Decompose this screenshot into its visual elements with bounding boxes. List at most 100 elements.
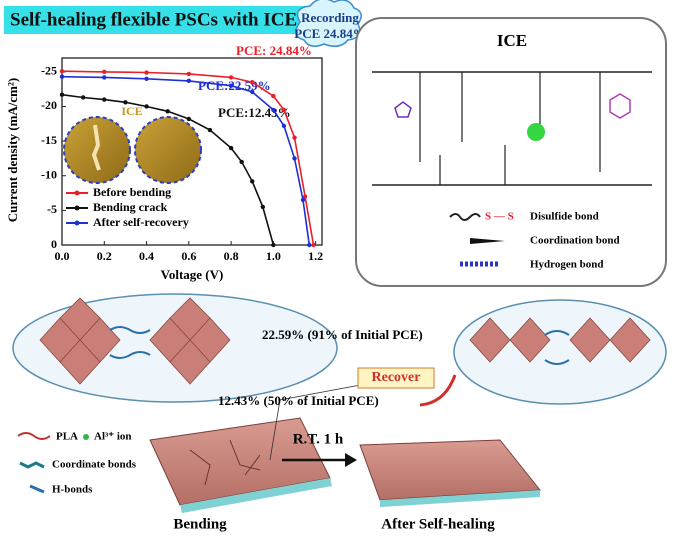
annotation: PCE:12.43% <box>218 105 291 120</box>
side-chains <box>419 72 601 185</box>
recover-box <box>357 367 435 389</box>
y-tick-label: -25 <box>41 64 57 78</box>
series-point <box>281 123 287 129</box>
series-point <box>165 109 170 114</box>
pla-icon <box>17 432 51 440</box>
legend-text: Coordination bond <box>530 235 620 247</box>
legend-marker <box>74 205 80 211</box>
x-tick-label: 0.2 <box>97 249 112 263</box>
badge-line: PCE 24.84% <box>294 26 366 41</box>
recover: Recover <box>372 370 421 385</box>
legend-coordination <box>470 238 505 244</box>
y-tick-label: -5 <box>47 202 57 216</box>
series-point <box>250 80 255 85</box>
series-point <box>307 242 312 248</box>
series-point <box>59 74 65 79</box>
series-point <box>271 107 276 113</box>
legend-label: Before bending <box>93 185 171 199</box>
series-point <box>80 95 86 100</box>
rt-label: R.T. 1 h <box>293 431 344 447</box>
legend-text: H-bonds <box>52 484 93 496</box>
series-point <box>102 69 107 75</box>
recover-arrow <box>419 374 457 407</box>
slab-edge <box>380 490 540 507</box>
s-s: S — S <box>485 211 514 223</box>
legend-label: Bending crack <box>93 200 168 214</box>
legend-label: After self-recovery <box>93 215 189 229</box>
badge-line: Recording <box>301 10 359 25</box>
x-tick-label: 1.0 <box>266 249 281 263</box>
ice-panel <box>355 17 667 287</box>
y-tick-label: -20 <box>41 98 57 112</box>
y-tick-label: 0 <box>51 237 57 251</box>
pla-chains <box>109 326 570 365</box>
inset-label: ICE <box>121 104 142 118</box>
series-point <box>102 97 107 102</box>
inset-healed <box>134 116 202 184</box>
legend-marker <box>74 190 80 196</box>
series-point <box>292 156 297 161</box>
series-point <box>144 70 149 75</box>
al-icon <box>83 434 89 440</box>
ice-title: ICE <box>497 31 527 50</box>
x-tick-label: 0.0 <box>55 249 70 263</box>
series-point <box>271 93 276 99</box>
legend-disulfide <box>449 213 481 221</box>
x-tick-label: 0.8 <box>224 249 239 263</box>
imidazolium <box>394 101 412 118</box>
annotation: PCE:22.59% <box>198 78 271 93</box>
plot-frame <box>61 57 323 246</box>
y-tick-label: -15 <box>41 133 57 147</box>
series-point <box>239 159 244 165</box>
y-tick-label: -10 <box>41 167 57 181</box>
series-point <box>271 242 276 248</box>
x-axis-title: Voltage (V) <box>161 267 224 282</box>
annotation: PCE: 24.84% <box>236 43 312 58</box>
series-point <box>102 75 107 80</box>
crack <box>91 124 101 171</box>
series-point <box>302 194 308 199</box>
banner-bg <box>4 6 316 34</box>
legend-text: Al³⁺ ion <box>94 431 132 443</box>
polymer-chain <box>372 71 652 186</box>
coord-icon <box>19 461 45 469</box>
rt-arrow-head <box>345 453 357 467</box>
series-point <box>311 242 316 248</box>
series-point <box>123 100 128 105</box>
series-point <box>144 104 149 109</box>
cracked-pce: 12.43% (50% of Initial PCE) <box>218 393 379 408</box>
caption: After Self-healing <box>381 516 495 532</box>
series-point <box>292 135 297 140</box>
slab-edge <box>180 478 332 513</box>
series-point <box>228 145 234 151</box>
series-point <box>186 78 192 84</box>
badge <box>295 0 362 47</box>
series-point <box>144 76 149 81</box>
series-point <box>228 83 234 88</box>
caption: Bending <box>173 516 227 532</box>
legend-text: Disulfide bond <box>530 211 599 223</box>
y-axis-title: Current density (mA/cm²) <box>5 78 20 222</box>
phenyl <box>609 93 631 119</box>
series-point <box>59 92 65 97</box>
banner-title: Self-healing flexible PSCs with ICE <box>10 9 297 30</box>
series-point <box>186 71 192 77</box>
series-point <box>186 116 192 122</box>
series-point <box>228 75 234 80</box>
series-point <box>59 68 65 74</box>
hbond-icon <box>29 484 45 494</box>
al-ion <box>527 123 545 141</box>
series-point <box>207 127 213 133</box>
legend-text: PLA <box>56 431 78 443</box>
series-point <box>250 179 255 184</box>
series-point <box>281 107 287 113</box>
x-tick-label: 0.4 <box>139 249 154 263</box>
series-point <box>300 197 306 203</box>
legend-text: Coordinate bonds <box>52 459 137 471</box>
zoom-right <box>453 299 667 405</box>
recovered-pce: 22.59% (91% of Initial PCE) <box>262 327 423 342</box>
x-tick-label: 0.6 <box>181 249 196 263</box>
legend-marker <box>74 220 80 226</box>
